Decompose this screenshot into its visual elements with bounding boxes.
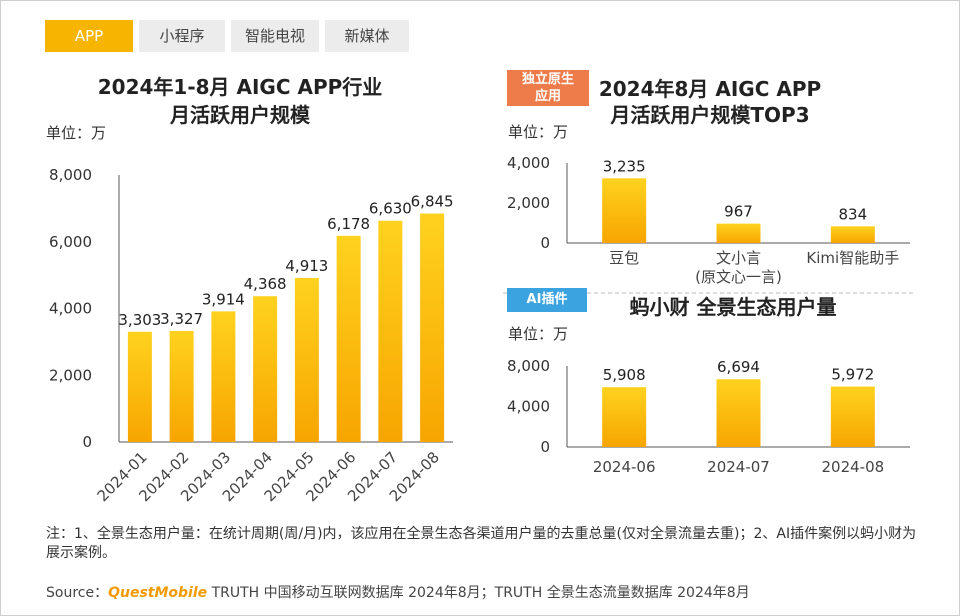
chart2-title-line1: 2024年8月 AIGC APP bbox=[599, 77, 821, 101]
chart2-y-tick: 2,000 bbox=[507, 194, 550, 212]
chart1-y-tick: 6,000 bbox=[49, 233, 92, 251]
chart1-y-tick: 4,000 bbox=[49, 300, 92, 318]
chart3-bar bbox=[602, 387, 647, 447]
tab-smart-tv[interactable]: 智能电视 bbox=[231, 20, 319, 52]
chart3-y-tick: 4,000 bbox=[507, 398, 550, 416]
chart1-bar bbox=[378, 220, 403, 442]
chart1-value-label: 6,178 bbox=[327, 215, 370, 233]
chart1-value-label: 3,914 bbox=[202, 290, 245, 308]
category-tabs: APP 小程序 智能电视 新媒体 bbox=[45, 20, 409, 52]
chart3-unit-label: 单位：万 bbox=[508, 325, 568, 343]
source-prefix: Source： bbox=[46, 585, 109, 601]
chart1-value-label: 4,368 bbox=[244, 275, 287, 293]
tab-app[interactable]: APP bbox=[45, 20, 133, 52]
source-text: TRUTH 中国移动互联网数据库 2024年8月；TRUTH 全景生态流量数据库… bbox=[207, 585, 750, 601]
chart1-bar bbox=[169, 330, 194, 442]
chart3-category-label: 2024-06 bbox=[593, 458, 656, 476]
native-app-badge: 独立原生 应用 bbox=[507, 70, 589, 106]
native-badge-line2: 应用 bbox=[534, 89, 561, 104]
chart3-title-line1: 蚂小财 全景生态用户量 bbox=[630, 295, 837, 319]
chart1-bar bbox=[294, 278, 319, 442]
native-badge-line1: 独立原生 bbox=[521, 72, 574, 87]
chart1-title-line1: 2024年1-8月 AIGC APP行业 bbox=[98, 75, 383, 99]
chart1-value-label: 3,303 bbox=[118, 311, 161, 329]
chart1-bar bbox=[211, 311, 236, 442]
chart3-y-tick: 8,000 bbox=[507, 357, 550, 375]
chart1-unit-label: 单位：万 bbox=[46, 124, 106, 142]
chart2-value-label: 3,235 bbox=[603, 157, 646, 175]
chart2-category-label: (原文心一言) bbox=[695, 268, 782, 286]
chart3-category-label: 2024-07 bbox=[707, 458, 770, 476]
chart2-value-label: 834 bbox=[839, 205, 868, 223]
chart3-category-label: 2024-08 bbox=[821, 458, 884, 476]
chart1-value-label: 4,913 bbox=[285, 257, 328, 275]
chart1-y-tick: 0 bbox=[82, 433, 92, 451]
chart1-bar bbox=[420, 213, 445, 442]
chart2-bar bbox=[830, 226, 875, 243]
footnote: 注：1、全景生态用户量：在统计周期(周/月)内，该应用在全景生态各渠道用户量的去… bbox=[46, 526, 917, 561]
chart3-bar bbox=[830, 386, 875, 447]
tab-mini-program[interactable]: 小程序 bbox=[139, 20, 225, 52]
chart2-category-label: Kimi智能助手 bbox=[806, 249, 899, 267]
source-line: Source：QuestMobile TRUTH 中国移动互联网数据库 2024… bbox=[46, 582, 750, 602]
chart2-bar bbox=[716, 223, 761, 243]
chart2-unit-label: 单位：万 bbox=[508, 123, 568, 141]
chart1-y-tick: 2,000 bbox=[49, 366, 92, 384]
chart1-value-label: 3,327 bbox=[160, 310, 203, 328]
chart1-bar bbox=[127, 331, 152, 442]
chart1-bar bbox=[336, 235, 361, 442]
chart3-value-label: 5,972 bbox=[831, 366, 874, 384]
chart2-title-line2: 月活跃用户规模TOP3 bbox=[609, 103, 809, 127]
chart1-bar bbox=[253, 296, 278, 442]
chart2-value-label: 967 bbox=[724, 203, 753, 221]
chart3-value-label: 5,908 bbox=[603, 366, 646, 384]
chart2-category-label: 豆包 bbox=[609, 249, 639, 267]
chart3-bar bbox=[716, 379, 761, 447]
tab-new-media[interactable]: 新媒体 bbox=[325, 20, 409, 52]
chart1-value-label: 6,845 bbox=[411, 193, 454, 211]
chart2-y-tick: 0 bbox=[540, 234, 550, 252]
chart1-title-line2: 月活跃用户规模 bbox=[169, 103, 311, 127]
source-brand: QuestMobile bbox=[108, 585, 208, 601]
chart3-y-tick: 0 bbox=[540, 438, 550, 456]
ai-plugin-badge: AI插件 bbox=[507, 288, 587, 312]
chart2-bar bbox=[602, 178, 647, 243]
chart1-y-tick: 8,000 bbox=[49, 166, 92, 184]
chart1-value-label: 6,630 bbox=[369, 200, 412, 218]
chart2-y-tick: 4,000 bbox=[507, 154, 550, 172]
chart2-category-label: 文小言 bbox=[716, 249, 761, 267]
chart3-value-label: 6,694 bbox=[717, 358, 760, 376]
